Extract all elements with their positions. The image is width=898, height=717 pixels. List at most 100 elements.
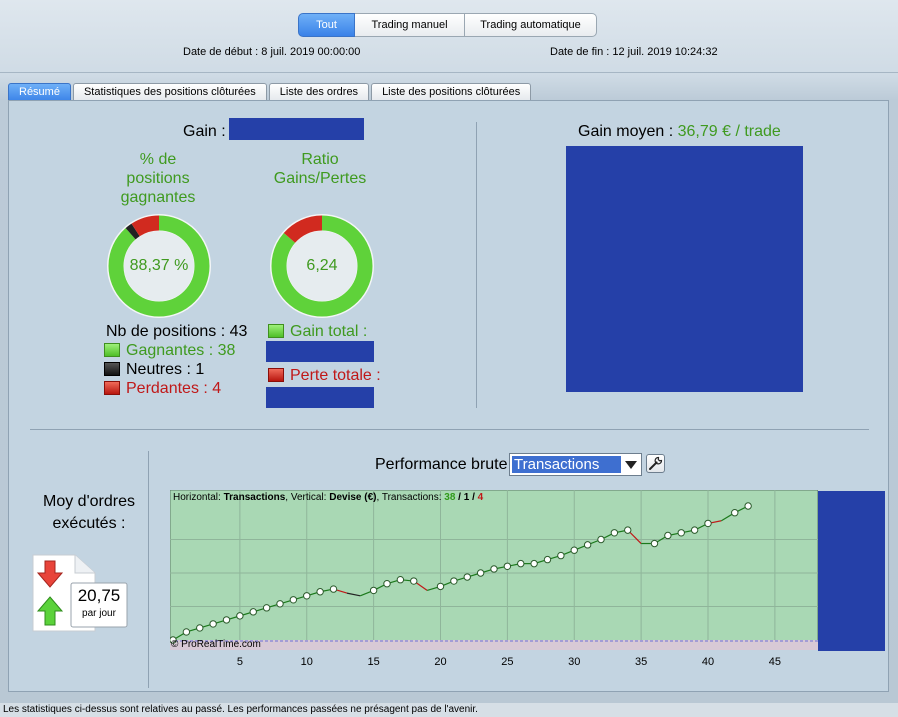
total-gain-label: Gain total : [290,323,368,340]
header-divider [0,72,898,73]
x-tick-label: 40 [701,656,715,668]
end-date-value: 12 juil. 2019 10:24:32 [612,46,718,58]
x-tick-label: 15 [367,656,380,668]
performance-select[interactable]: Transactions [509,453,642,476]
data-point [169,636,177,644]
avg-orders-unit: par jour [82,608,116,619]
performance-title: Performance brute [375,456,508,473]
series-segment [346,592,361,597]
performance-chart-svg [169,489,819,651]
data-point [650,539,659,548]
winning-label: Gagnantes : 38 [126,342,236,359]
vertical-divider-bottom [148,451,149,688]
start-date-label: Date de début : [183,46,259,58]
losing-swatch [104,381,120,395]
x-tick-label: 10 [300,656,313,668]
tab-resume[interactable]: Résumé [8,83,71,101]
x-tick-label: 35 [635,656,648,668]
data-point [503,562,512,571]
data-point [744,502,752,510]
winning-swatch [104,343,120,357]
data-point [463,573,471,581]
chart-info-win: 38 [444,492,456,503]
end-date-label: Date de fin : [550,46,610,58]
avg-gain-chart-area [566,146,803,392]
chart-info-h: Transactions [223,492,286,503]
positions-winning: Gagnantes : 38 [104,342,235,360]
chart-settings-button[interactable] [646,454,665,473]
wrench-icon [649,456,663,470]
ratio-title: Ratio Gains/Pertes [273,151,367,187]
chart-side-box [818,491,885,651]
chart-info: Horizontal: Transactions, Vertical: Devi… [173,492,483,503]
ring-center [124,231,194,301]
total-loss-label-row: Perte totale : [268,367,381,385]
stats-tabs: Résumé Statistiques des positions clôtur… [8,83,533,101]
data-point [517,559,525,568]
data-point [570,546,578,554]
x-tick-label: 25 [501,656,514,668]
data-point [677,529,685,537]
x-tick-label: 5 [236,656,243,668]
data-point [664,531,672,540]
tab-liste-positions[interactable]: Liste des positions clôturées [371,83,532,101]
total-loss-value-box [266,387,374,408]
data-point [289,596,298,604]
data-point [690,526,699,534]
data-point [490,565,498,573]
chart-info-sep: / [455,492,464,503]
data-point [236,612,244,620]
data-point [624,526,632,534]
performance-chart [169,489,819,651]
data-point [316,588,324,596]
ratio-donut: 6,24 [270,214,374,318]
tab-tout[interactable]: Tout [298,13,355,37]
chart-info-v: Devise (€) [329,492,377,503]
chart-baseline-strip [170,640,818,650]
data-point [396,576,405,584]
tab-trading-automatique[interactable]: Trading automatique [465,13,597,37]
chart-info-tx-prefix: , Transactions: [376,492,442,503]
chart-info-neutral: 1 [463,492,470,503]
data-point [276,600,284,608]
tab-statistiques-positions[interactable]: Statistiques des positions clôturées [72,83,267,101]
view-segmented-control: Tout Trading manuel Trading automatique [298,13,597,37]
tab-liste-ordres[interactable]: Liste des ordres [268,83,370,101]
data-point [209,620,217,628]
avg-orders-title: Moy d'ordres exécutés : [43,493,135,532]
end-date: Date de fin : 12 juil. 2019 10:24:32 [550,46,718,58]
neutral-swatch [104,362,120,376]
chevron-down-icon [625,461,637,469]
ratio-value: 6,24 [306,257,338,274]
positions-losing: Perdantes : 4 [104,380,221,398]
data-point [303,592,311,600]
x-tick-label: 20 [434,656,447,668]
data-point [383,580,391,588]
positions-total: Nb de positions : 43 [106,323,248,340]
start-date: Date de début : 8 juil. 2019 00:00:00 [183,46,360,58]
data-point [410,577,418,585]
horizontal-divider [30,429,869,430]
total-gain-swatch [268,324,284,338]
data-point [249,608,257,616]
data-point [610,529,619,537]
data-point [262,604,271,612]
avg-gain-label: Gain moyen : [578,123,674,140]
neutral-label: Neutres : 1 [126,361,205,378]
positions-neutral: Neutres : 1 [104,361,204,379]
gain-value-box [229,118,364,140]
data-point [476,569,485,577]
data-point [597,535,605,544]
total-loss-label: Perte totale : [290,367,381,384]
chart-info-loss: 4 [477,492,484,503]
chart-info-sep: / [469,492,478,503]
win-pct-value: 88,37 % [129,257,189,274]
data-point [369,586,378,595]
ring-center [287,231,357,301]
chart-copyright: © ProRealTime.com [171,639,261,650]
losing-label: Perdantes : 4 [126,380,222,397]
win-pct-ring [107,214,211,318]
disclaimer-footer: Les statistiques ci-dessus sont relative… [0,703,898,717]
tab-trading-manuel[interactable]: Trading manuel [355,13,465,37]
loss-segment [271,215,373,317]
